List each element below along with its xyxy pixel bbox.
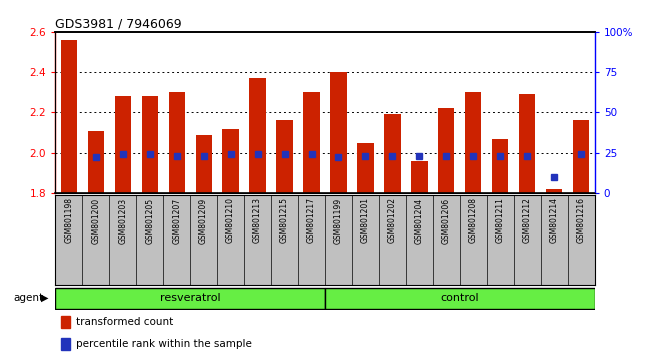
Bar: [196, 135, 212, 193]
Text: GSM801215: GSM801215: [280, 198, 289, 244]
FancyBboxPatch shape: [55, 288, 325, 309]
Bar: [519, 94, 536, 193]
Bar: [276, 120, 292, 193]
Bar: [546, 189, 562, 193]
Bar: [60, 40, 77, 193]
Bar: [492, 138, 508, 193]
Text: GSM801202: GSM801202: [388, 198, 397, 244]
Text: GSM801198: GSM801198: [64, 198, 73, 244]
Text: GSM801204: GSM801204: [415, 198, 424, 244]
Text: transformed count: transformed count: [76, 317, 173, 327]
FancyBboxPatch shape: [325, 288, 595, 309]
Text: GSM801213: GSM801213: [253, 198, 262, 244]
Text: GSM801205: GSM801205: [145, 198, 154, 244]
Bar: [222, 129, 239, 193]
Text: GSM801216: GSM801216: [577, 198, 586, 244]
Text: percentile rank within the sample: percentile rank within the sample: [76, 339, 252, 349]
Text: GSM801201: GSM801201: [361, 198, 370, 244]
Text: GSM801212: GSM801212: [523, 198, 532, 243]
Text: GSM801217: GSM801217: [307, 198, 316, 244]
Text: control: control: [441, 293, 479, 303]
Bar: [384, 114, 400, 193]
Text: GSM801210: GSM801210: [226, 198, 235, 244]
Text: GSM801214: GSM801214: [550, 198, 559, 244]
Bar: [438, 108, 454, 193]
Bar: [60, 316, 70, 328]
Bar: [142, 96, 158, 193]
Text: GSM801206: GSM801206: [442, 198, 451, 244]
Bar: [411, 161, 428, 193]
Bar: [573, 120, 590, 193]
Bar: [358, 143, 374, 193]
Bar: [330, 72, 346, 193]
Text: GDS3981 / 7946069: GDS3981 / 7946069: [55, 18, 182, 31]
Text: GSM801203: GSM801203: [118, 198, 127, 244]
Text: agent: agent: [13, 293, 43, 303]
Text: GSM801207: GSM801207: [172, 198, 181, 244]
Bar: [250, 78, 266, 193]
Text: GSM801200: GSM801200: [91, 198, 100, 244]
Bar: [114, 96, 131, 193]
Bar: [304, 92, 320, 193]
Bar: [60, 338, 70, 350]
Bar: [88, 131, 104, 193]
Text: GSM801211: GSM801211: [496, 198, 505, 243]
Text: GSM801208: GSM801208: [469, 198, 478, 244]
Text: resveratrol: resveratrol: [160, 293, 220, 303]
Text: GSM801209: GSM801209: [199, 198, 208, 244]
Text: ▶: ▶: [41, 293, 49, 303]
Text: GSM801199: GSM801199: [334, 198, 343, 244]
Bar: [168, 92, 185, 193]
Bar: [465, 92, 482, 193]
